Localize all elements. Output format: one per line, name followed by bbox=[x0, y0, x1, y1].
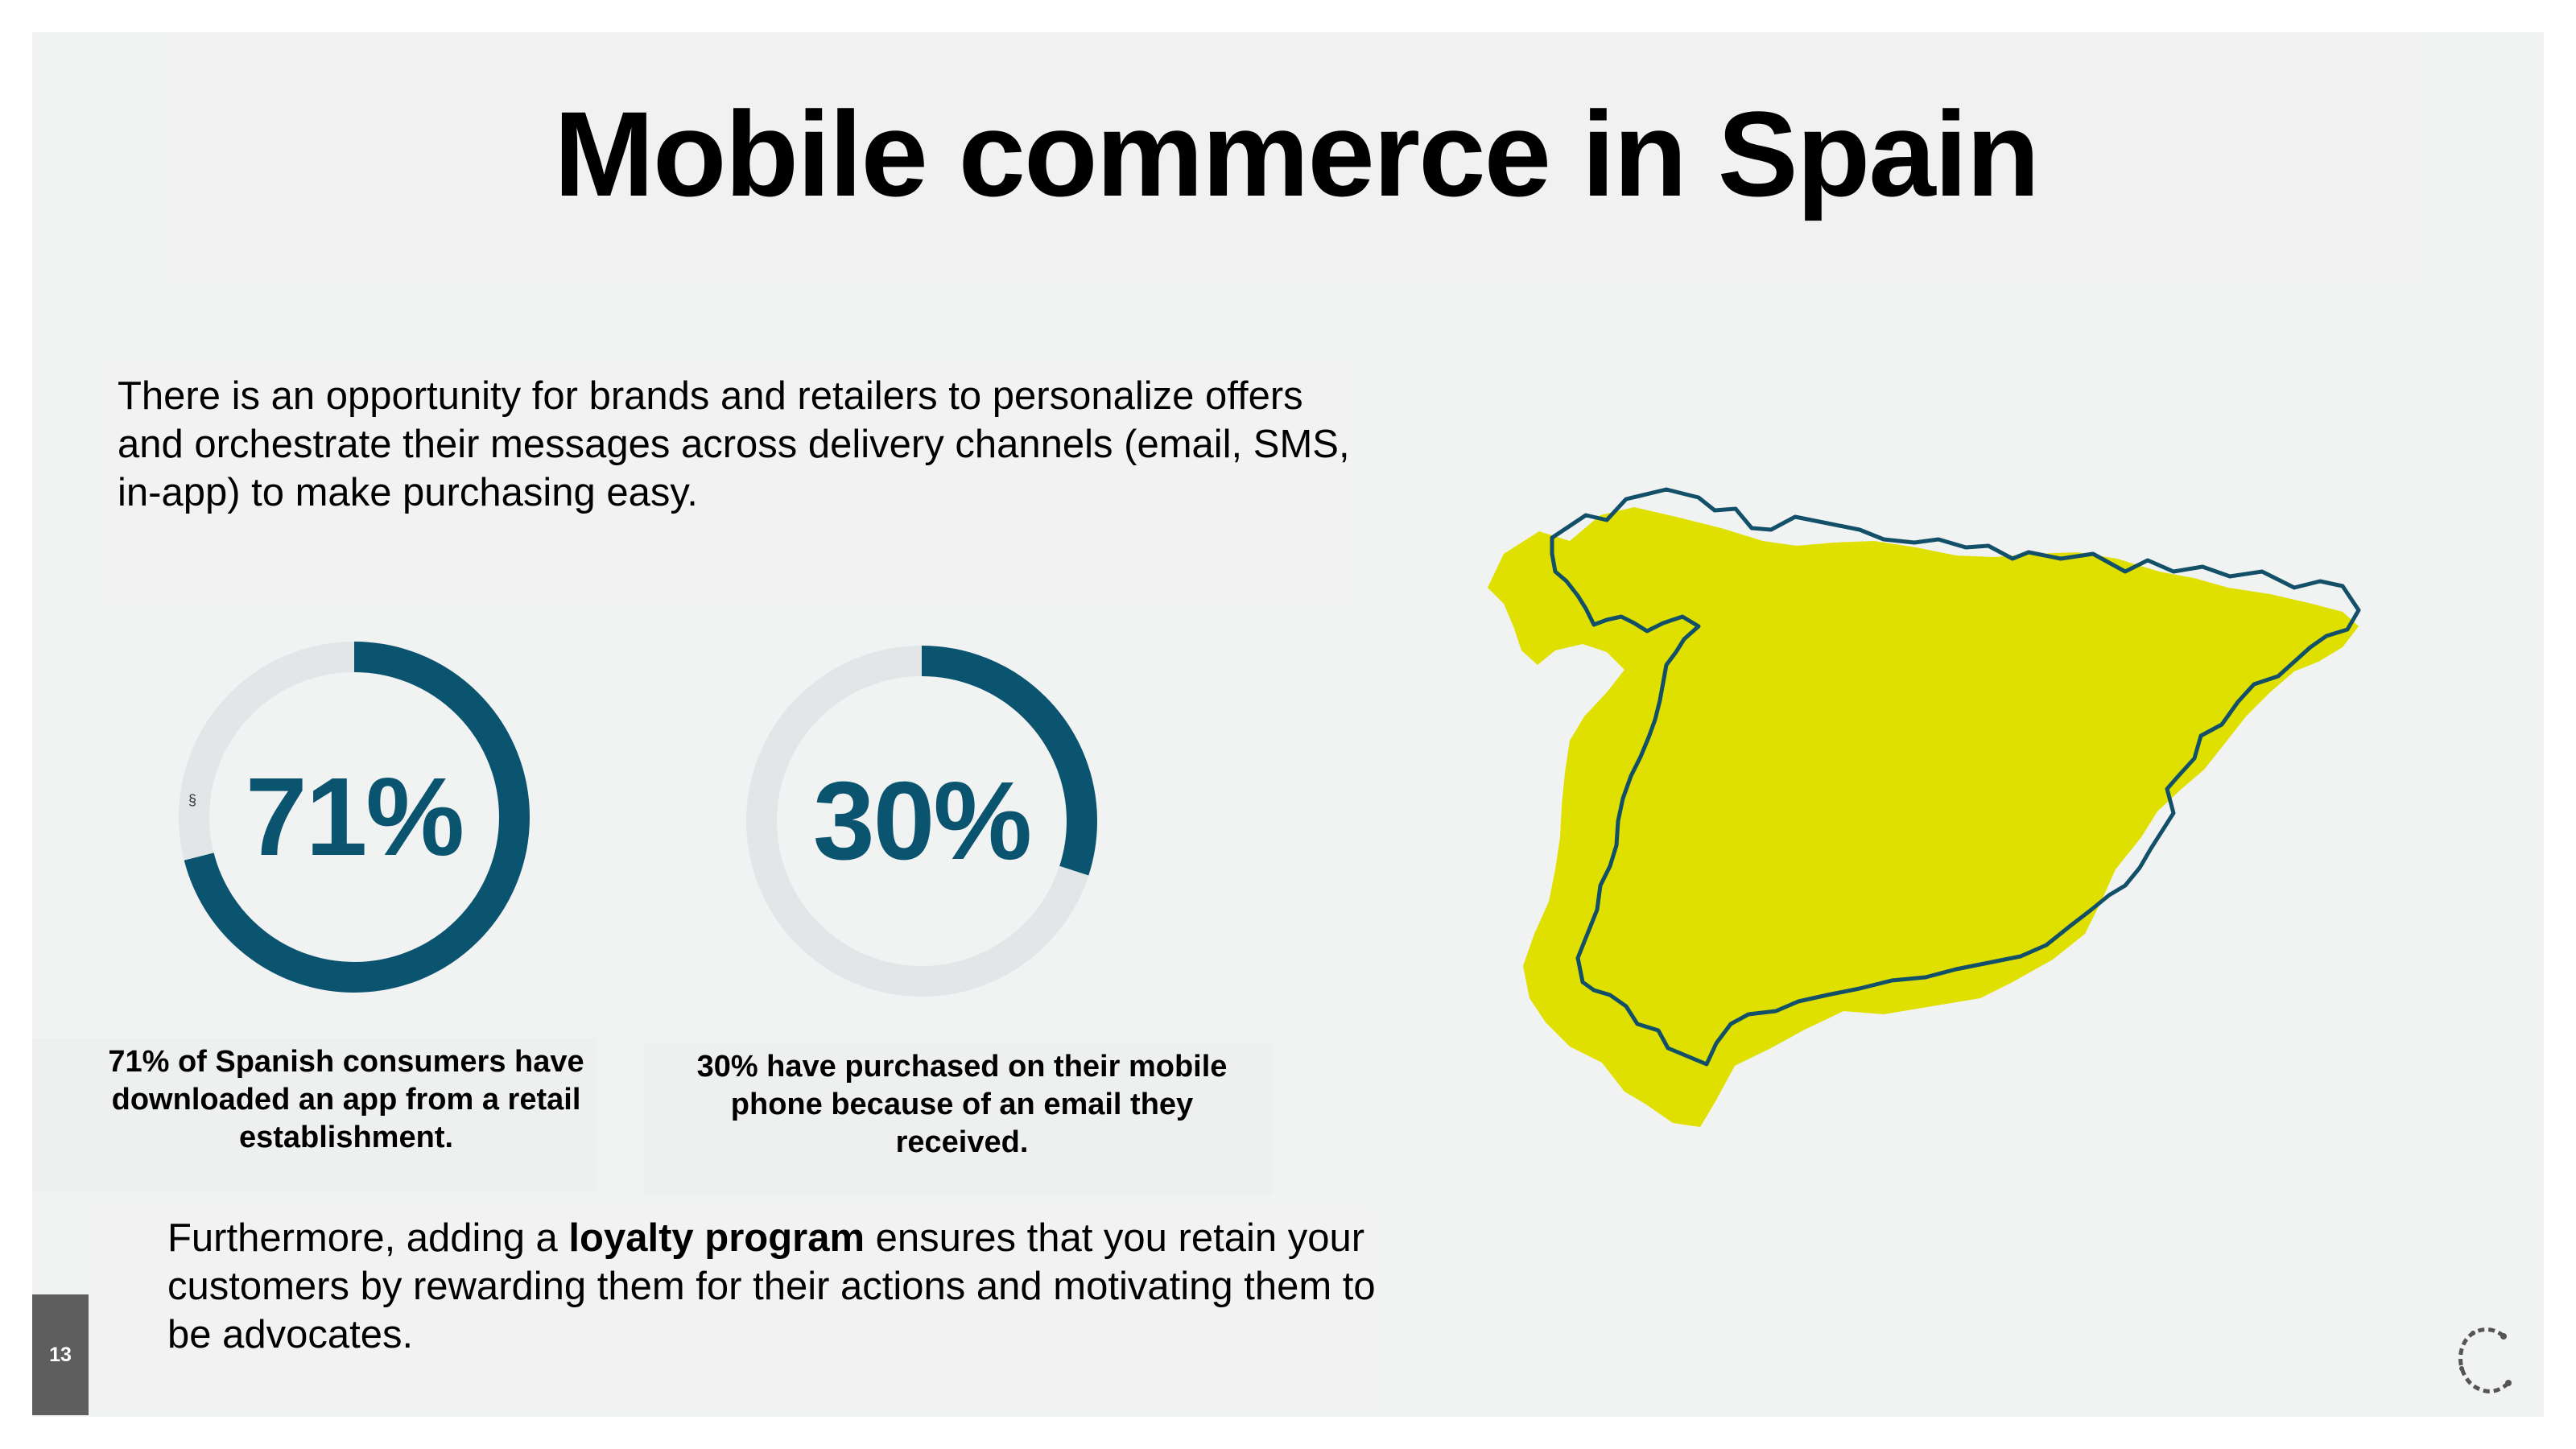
donut-chart bbox=[746, 646, 1097, 997]
closing-text: Furthermore, adding a loyalty program en… bbox=[167, 1214, 1391, 1359]
page-title: Mobile commerce in Spain bbox=[553, 86, 2040, 221]
stat-ring-71: 71% bbox=[177, 640, 531, 994]
ring-progress bbox=[179, 642, 530, 993]
stat-caption-2: 30% have purchased on their mobile phone… bbox=[696, 1050, 1228, 1159]
closing-bold: loyalty program bbox=[568, 1216, 865, 1260]
leaf-c-logo-icon bbox=[2458, 1327, 2512, 1393]
intro-box bbox=[105, 362, 1352, 604]
spain-map-icon bbox=[1488, 487, 2361, 1127]
stat-value: 30% bbox=[812, 758, 1032, 883]
closing-before: Furthermore, adding a bbox=[167, 1216, 569, 1260]
map-fill bbox=[1488, 507, 2359, 1127]
stat-box-2 bbox=[644, 1042, 1272, 1195]
slide: Mobile commerce in Spain There is an opp… bbox=[32, 32, 2544, 1417]
stat-box-1 bbox=[32, 1038, 596, 1191]
stray-mark: § bbox=[188, 792, 197, 808]
page-number: 13 bbox=[32, 1294, 89, 1415]
ring-progress bbox=[746, 646, 1097, 997]
closing-after: ensures that you retain your customers b… bbox=[167, 1216, 1376, 1356]
map-outline bbox=[1550, 487, 2361, 1067]
closing-box bbox=[97, 1208, 1368, 1409]
stat-caption-1: 71% of Spanish consumers have downloaded… bbox=[108, 1045, 584, 1154]
intro-text: There is an opportunity for brands and r… bbox=[118, 374, 1350, 514]
title-box: Mobile commerce in Spain bbox=[177, 32, 2415, 282]
stat-ring-30: 30% bbox=[745, 644, 1099, 998]
donut-chart bbox=[179, 642, 530, 993]
stat-value: 71% bbox=[245, 754, 464, 879]
